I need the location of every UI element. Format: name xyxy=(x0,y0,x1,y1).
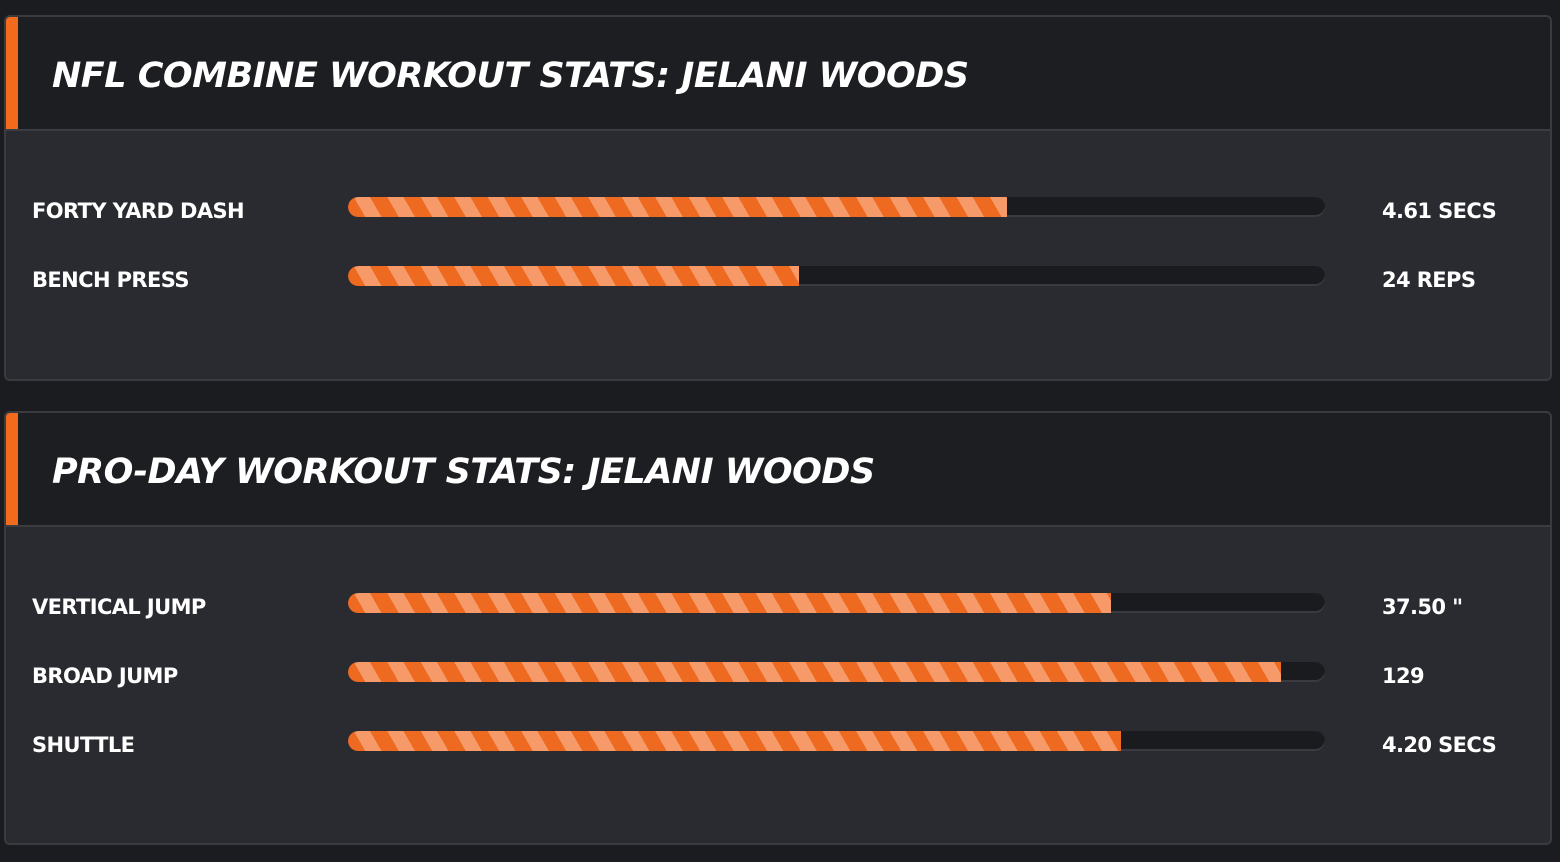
stat-row-vertical-jump: VERTICAL JUMP 37.50 " xyxy=(6,587,1550,627)
stat-label: BENCH PRESS xyxy=(32,268,189,292)
stat-bar-fill xyxy=(348,593,1112,613)
combine-stats-panel: NFL COMBINE WORKOUT STATS: JELANI WOODS … xyxy=(4,15,1552,381)
stat-row-shuttle: SHUTTLE 4.20 SECS xyxy=(6,725,1550,765)
stat-label: VERTICAL JUMP xyxy=(32,595,206,619)
combine-panel-title: NFL COMBINE WORKOUT STATS: JELANI WOODS xyxy=(52,56,969,96)
stat-bar-track xyxy=(348,266,1325,286)
stat-value: 37.50 " xyxy=(1382,595,1463,619)
stat-bar-track xyxy=(348,197,1325,217)
stat-bar-track xyxy=(348,662,1325,682)
stat-label: SHUTTLE xyxy=(32,733,135,757)
stat-row-bench-press: BENCH PRESS 24 REPS xyxy=(6,260,1550,300)
proday-panel-header: PRO-DAY WORKOUT STATS: JELANI WOODS xyxy=(6,413,1550,527)
stat-bar-fill xyxy=(348,731,1121,751)
stat-value: 24 REPS xyxy=(1382,268,1476,292)
stat-bar-track xyxy=(348,593,1325,613)
stat-row-broad-jump: BROAD JUMP 129 xyxy=(6,656,1550,696)
stat-bar-track xyxy=(348,731,1325,751)
stat-label: FORTY YARD DASH xyxy=(32,199,245,223)
stat-value: 4.20 SECS xyxy=(1382,733,1497,757)
stat-bar-fill xyxy=(348,197,1008,217)
proday-panel-title: PRO-DAY WORKOUT STATS: JELANI WOODS xyxy=(52,452,875,492)
combine-panel-header: NFL COMBINE WORKOUT STATS: JELANI WOODS xyxy=(6,17,1550,131)
accent-bar xyxy=(6,17,18,129)
stat-label: BROAD JUMP xyxy=(32,664,178,688)
stat-row-forty-yard-dash: FORTY YARD DASH 4.61 SECS xyxy=(6,191,1550,231)
stat-value: 129 xyxy=(1382,664,1425,688)
accent-bar xyxy=(6,413,18,525)
stat-bar-fill xyxy=(348,266,800,286)
stat-bar-fill xyxy=(348,662,1282,682)
proday-stats-panel: PRO-DAY WORKOUT STATS: JELANI WOODS VERT… xyxy=(4,411,1552,845)
stat-value: 4.61 SECS xyxy=(1382,199,1497,223)
